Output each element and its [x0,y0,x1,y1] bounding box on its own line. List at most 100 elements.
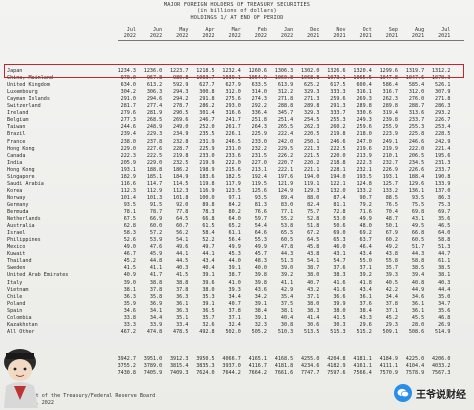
table-row: Luxembourg 304.2 306.3 294.3 300.8 312.0 314.0… [7,89,467,95]
holding-value: 300.8 [199,89,215,96]
header-rule [118,40,464,41]
holding-value: 35.4 [280,293,294,300]
holding-value: 3835.3 [196,363,215,370]
column-year: 2022 [280,33,294,39]
column-header: Jul 2021 [426,27,450,39]
holding-value: 1236.0 [143,68,163,74]
country-name: Spain [7,307,23,314]
holding-value: 75.3 [438,201,451,208]
holding-value: 526.1 [435,82,451,89]
holding-value: 229.0 [146,159,163,166]
holding-value: 1234.3 [117,68,136,74]
table-row: Cayman Islands 291.0 294.6 294.2 291.8 275.6 2… [7,96,467,102]
holding-value: 1070.3 [431,75,451,82]
total-row: 7430.8 7405.9 7409.3 7624.0 7644.2 7664.2 7661… [7,370,467,376]
holding-value: 222.5 [146,152,163,159]
holding-value: 252.0 [199,124,215,131]
holding-value: 35.0 [438,293,451,300]
holding-value: 239.8 [382,117,398,124]
holding-value: 36.5 [202,307,215,314]
holding-value: 1039.1 [222,75,241,82]
holding-value: 53.9 [149,237,163,244]
holding-value: 70.4 [385,209,398,215]
holding-value: 226.2 [277,152,294,159]
table-row: Colombia 33.8 34.4 35.1 35.7 37.1 39.1 40.4 41.4… [7,315,467,321]
holding-value: 51.8 [307,223,320,230]
holding-value: 112.3 [173,187,189,194]
holding-value: 48.7 [385,216,398,223]
holding-value: 81.1 [333,201,346,208]
holding-value: 39.3 [385,272,398,279]
holding-value: 7664.2 [248,370,267,377]
holding-value: 133.9 [435,180,451,187]
holding-value: 333.7 [330,110,346,117]
holding-value: 226.1 [225,131,241,138]
holding-value: 222.0 [225,159,241,166]
holding-value: 1320.4 [353,68,372,74]
holding-value: 7747.7 [300,370,320,377]
holding-value: 4225.0 [405,356,425,362]
holding-value: 49.9 [228,244,241,251]
holding-value: 88.0 [307,194,320,201]
holding-value: 281.7 [120,103,136,110]
holding-value: 124.9 [277,187,294,194]
column-header: Apr 2022 [191,27,214,39]
holding-value: 329.3 [304,89,320,96]
holding-value: 183.6 [199,173,215,180]
country-name: Thailand [7,258,32,265]
holding-value: 64.5 [307,237,320,244]
holding-value: 4206.0 [431,356,451,362]
holding-value: 44.4 [438,286,451,293]
holding-value: 223.9 [382,131,398,138]
column-month: Jan [283,27,294,33]
holding-value: 222.3 [356,159,372,166]
holding-value: 34.6 [411,293,425,300]
holding-value: 65.2 [228,223,241,230]
holding-value: 38.4 [359,307,372,314]
column-header: Aug 2021 [400,27,424,39]
holding-value: 7661.6 [274,370,294,377]
holding-value: 1302.0 [300,68,320,74]
holding-value: 117.9 [225,180,241,187]
table-row: Canada 222.3 222.5 219.8 233.0 233.6 231.5 226.… [7,153,467,159]
holding-value: 67.9 [385,230,398,237]
table-row: Belgium 277.3 268.5 269.6 246.7 241.7 251.8 251… [7,117,467,123]
table-row: France 238.0 237.8 232.8 231.9 246.5 233.0 242.… [7,139,467,145]
holding-value: 613.2 [146,82,163,89]
holding-value: 26.9 [438,321,451,328]
holding-value: 33.3 [123,321,136,328]
table-row: Chile 36.3 35.8 36.3 35.3 34.4 34.2 35.4 37.1 36.… [7,294,467,300]
holding-value: 193.1 [120,166,136,173]
holding-value: 265.5 [277,124,294,131]
table-row: Australia 62.8 60.0 60.7 61.5 65.2 54.4 53.8 51.… [7,223,467,229]
table-row: Netherlands 67.5 66.9 64.5 66.8 64.0 59.7 55.2 5… [7,216,467,222]
holding-value: 1312.2 [431,68,451,74]
country-name: Norway [7,194,26,201]
holding-value: 57.2 [149,230,163,237]
holding-value: 301.4 [199,110,215,117]
holding-value: 38.8 [176,279,189,286]
holding-value: 37.1 [307,293,320,300]
holding-value: 319.4 [382,110,398,117]
holding-value: 97.1 [228,194,241,201]
holding-value: 222.1 [277,166,294,173]
holding-value: 35.3 [202,293,215,300]
holding-value: 221.3 [304,145,320,152]
column-header: Sep 2021 [374,27,398,39]
watermark: 王爷说财经 [394,384,466,402]
holding-value: 72.8 [333,209,346,215]
country-name: India [7,159,23,166]
table-row: Italy 39.0 38.8 38.8 39.6 41.0 39.8 41.1 40.7 41.… [7,280,467,286]
holding-value: 219.9 [199,159,215,166]
holding-value: 3789.0 [143,363,163,370]
holding-value: 49.9 [254,244,267,251]
holding-value: 39.9 [333,300,346,307]
holding-value: 58.4 [202,230,215,237]
holding-value: 633.5 [251,82,267,89]
holding-value: 56.2 [176,230,189,237]
holding-value: 46.5 [438,223,451,230]
holding-value: 37.1 [385,307,398,314]
holding-value: 222.4 [277,131,294,138]
holding-value: 185.1 [146,173,163,180]
holding-value: 314.0 [251,89,267,96]
